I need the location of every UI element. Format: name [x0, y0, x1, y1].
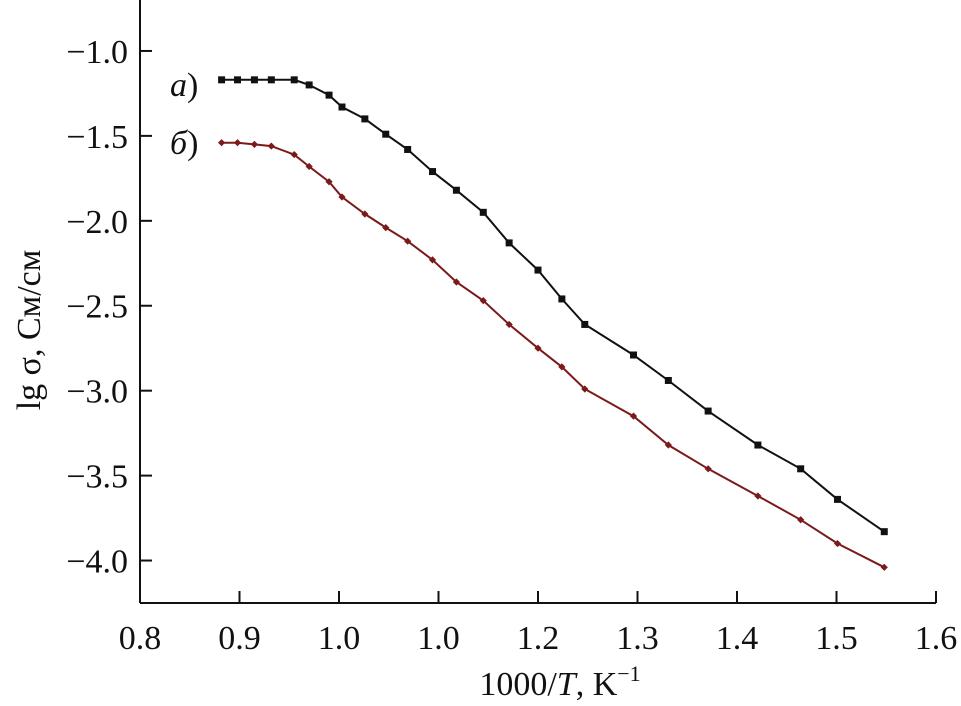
data-point: [880, 528, 888, 536]
data-point: [505, 239, 513, 247]
data-point: [630, 351, 638, 359]
data-point: [325, 178, 333, 186]
series-layer: [217, 76, 888, 571]
x-tick-label: 1.4: [716, 620, 759, 657]
data-point: [833, 495, 841, 503]
data-point: [305, 162, 313, 171]
y-tick-label: −4.0: [66, 544, 128, 581]
data-point: [233, 139, 242, 147]
data-point: [452, 186, 460, 194]
data-point: [217, 139, 226, 147]
data-point: [479, 297, 487, 305]
data-point: [382, 130, 390, 138]
data-point: [880, 563, 888, 571]
data-point: [534, 266, 542, 274]
data-point: [754, 441, 762, 449]
x-tick-label: 1.0: [417, 620, 460, 657]
data-point: [479, 208, 487, 216]
y-tick-label: −1.5: [66, 119, 128, 156]
data-point: [754, 492, 762, 500]
series-line-a: [221, 78, 885, 533]
data-point: [404, 145, 412, 153]
axes: 0.8 0.9 1.0 1.0 1.2 1.3 1.4 1.5 1.6 −1.0 −1.5 −2.0 −…: [66, 0, 957, 657]
data-point: [429, 168, 437, 176]
data-point: [290, 76, 298, 84]
y-tick-label: −1.0: [66, 34, 128, 71]
data-point: [629, 412, 638, 420]
y-tick-label: −3.5: [66, 459, 128, 496]
data-point: [558, 363, 566, 371]
y-tick-label: −2.5: [66, 289, 128, 326]
data-point: [704, 407, 712, 415]
data-point: [664, 376, 672, 384]
data-point: [428, 256, 437, 264]
data-point: [704, 465, 712, 473]
y-axis-title: lg σ, См/см: [11, 250, 48, 411]
series-label-a: a): [170, 67, 198, 104]
x-tick-label: 1.3: [616, 620, 659, 657]
x-tick-label: 1.2: [517, 620, 560, 657]
y-tick-label: −2.0: [66, 204, 128, 241]
x-tick-label: 0.9: [218, 620, 261, 657]
data-point: [361, 115, 369, 123]
data-point: [305, 81, 313, 89]
data-point: [267, 142, 275, 150]
x-tick-label: 1.6: [915, 620, 958, 657]
data-point: [505, 320, 513, 329]
y-tick-label: −3.0: [66, 374, 128, 411]
data-point: [797, 465, 805, 473]
data-point: [250, 140, 259, 148]
x-axis-title: 1000/T, K−1: [479, 661, 640, 703]
data-point: [218, 76, 226, 84]
data-point: [290, 150, 298, 159]
data-point: [581, 385, 589, 393]
data-point: [581, 320, 589, 328]
x-tick-label: 0.8: [119, 620, 162, 657]
data-point: [338, 193, 346, 201]
data-point: [664, 441, 672, 449]
data-point: [558, 295, 566, 303]
data-point: [797, 516, 805, 524]
data-point: [267, 76, 275, 84]
data-point: [250, 76, 258, 84]
data-point: [382, 224, 390, 232]
data-point: [404, 237, 412, 245]
data-point: [534, 344, 542, 352]
data-point: [338, 103, 346, 111]
data-point: [234, 76, 242, 84]
data-point: [361, 210, 369, 218]
x-tick-label: 1.0: [318, 620, 361, 657]
data-point: [452, 278, 461, 286]
data-point: [325, 91, 333, 99]
series-line-b: [221, 141, 885, 569]
data-point: [833, 539, 842, 548]
x-tick-label: 1.5: [815, 620, 858, 657]
series-label-b: б): [170, 125, 198, 162]
